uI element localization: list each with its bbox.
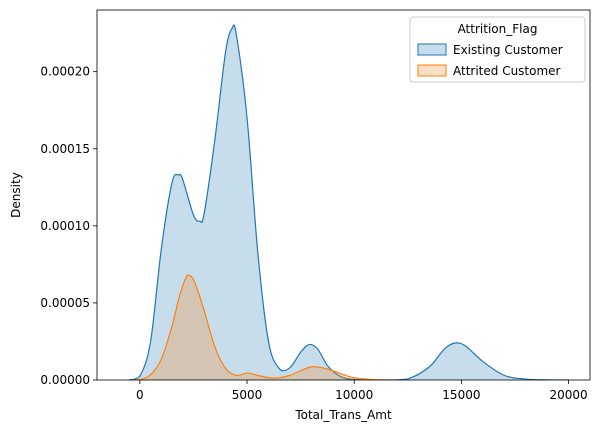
y-tick-label: 0.00010	[40, 219, 90, 233]
y-tick-label: 0.00020	[40, 65, 90, 79]
density-area-attrited	[129, 275, 398, 380]
x-axis: 0 5000 10000 15000 20000	[136, 380, 588, 402]
x-tick-label: 0	[136, 388, 144, 402]
legend-label-existing: Existing Customer	[453, 43, 563, 57]
density-line-attrited	[129, 274, 398, 380]
x-tick-label: 20000	[549, 388, 587, 402]
x-tick-label: 10000	[335, 388, 373, 402]
legend-title: Attrition_Flag	[458, 22, 538, 36]
x-tick-label: 15000	[442, 388, 480, 402]
legend-swatch-attrited	[417, 64, 447, 77]
legend: Attrition_Flag Existing Customer Attrite…	[409, 16, 586, 83]
y-tick-label: 0.00000	[40, 373, 90, 387]
legend-box	[409, 16, 586, 83]
density-line-existing	[128, 24, 569, 380]
series-layer	[128, 24, 569, 380]
y-tick-label: 0.00005	[40, 296, 90, 310]
y-axis: 0.00000 0.00005 0.00010 0.00015 0.00020	[40, 65, 97, 387]
y-tick-label: 0.00015	[40, 142, 90, 156]
legend-swatch-existing	[417, 43, 447, 56]
density-area-existing	[129, 24, 569, 380]
y-axis-label: Density	[9, 172, 23, 218]
plot-frame	[96, 9, 591, 381]
legend-label-attrited: Attrited Customer	[453, 64, 561, 78]
x-tick-label: 5000	[232, 388, 263, 402]
x-axis-label: Total_Trans_Amt	[294, 408, 392, 422]
